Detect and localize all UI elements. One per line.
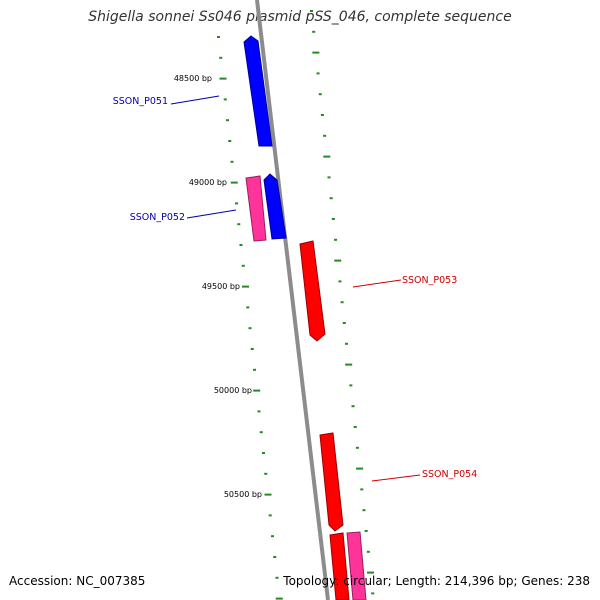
minor-tick-outer [310,10,313,12]
minor-tick-inner [237,223,241,226]
minor-tick-outer [353,426,357,428]
minor-tick-inner [270,535,274,538]
minor-tick-inner [248,327,252,330]
minor-tick-outer [320,114,324,116]
minor-tick-inner [230,160,234,163]
minor-tick-outer [349,384,353,387]
minor-tick-outer [327,176,331,179]
minor-tick-outer [334,238,338,241]
major-tick-inner [230,181,238,184]
major-tick-inner [275,597,283,600]
scale-label-49000: 49000 bp [189,178,227,187]
major-tick-outer [345,363,353,366]
gene-sson-p052[interactable] [263,173,287,240]
minor-tick-outer [316,72,320,75]
minor-tick-inner [239,244,243,246]
minor-tick-inner [246,306,250,309]
minor-tick-outer [351,405,355,408]
major-tick-inner [219,77,227,80]
minor-tick-inner [241,264,245,267]
minor-tick-inner [223,98,227,101]
minor-tick-outer [312,30,316,33]
tick-marks [217,10,375,600]
minor-tick-outer [355,446,359,449]
map-title: Shigella sonnei Ss046 plasmid pSS_046, c… [88,9,512,25]
major-tick-inner [253,389,261,392]
gene-label-sson-p051[interactable]: SSON_P051 [113,96,168,107]
minor-tick-inner [225,119,229,122]
gene-label-sson-p054[interactable]: SSON_P054 [422,469,477,480]
scale-label-48500: 48500 bp [174,74,212,83]
minor-tick-outer [360,488,364,491]
minor-tick-outer [342,322,346,324]
minor-tick-outer [366,550,370,553]
accession-text: Accession: NC_007385 [9,574,146,588]
minor-tick-inner [217,36,220,38]
gene-sson-p053[interactable] [299,240,326,342]
major-tick-outer [312,51,320,54]
leader-line-sson-p054 [371,474,421,482]
minor-tick-outer [344,342,348,345]
gene-label-sson-p053[interactable]: SSON_P053 [402,275,457,286]
minor-tick-inner [219,56,223,59]
leader-line-sson-p053 [352,279,402,288]
minor-tick-outer [338,280,342,283]
major-tick-outer [334,259,342,262]
gene-label-sson-p052[interactable]: SSON_P052 [130,212,185,223]
minor-tick-outer [362,509,366,512]
minor-tick-inner [261,452,265,454]
minor-tick-inner [250,348,254,350]
minor-tick-inner [268,514,272,517]
summary-text: Topology: circular; Length: 214,396 bp; … [283,574,590,588]
gene-sson-p051[interactable] [243,35,273,147]
major-tick-inner [264,493,272,496]
scale-label-50000: 50000 bp [214,386,252,395]
minor-tick-inner [275,576,279,579]
minor-tick-inner [234,202,238,205]
minor-tick-outer [331,218,335,220]
major-tick-outer [323,155,331,158]
minor-tick-inner [273,556,277,558]
minor-tick-inner [264,472,268,475]
major-tick-outer [367,571,375,574]
minor-tick-inner [257,410,261,413]
sequence-backbone [255,0,330,600]
gene-unlabeled-pink-forward[interactable] [245,175,267,242]
major-tick-inner [241,285,249,288]
minor-tick-inner [259,431,263,434]
minor-tick-outer [340,301,344,304]
scale-label-50500: 50500 bp [224,490,262,499]
minor-tick-inner [252,368,256,371]
minor-tick-outer [329,197,333,200]
minor-tick-outer [371,592,375,595]
gene-unlabeled-red-reverse[interactable] [329,532,350,600]
leader-line-sson-p051 [170,95,220,105]
leader-line-sson-p052 [186,209,237,219]
scale-label-49500: 49500 bp [202,282,240,291]
minor-tick-outer [318,93,322,96]
minor-tick-outer [323,134,327,137]
gene-unlabeled-pink-reverse[interactable] [346,531,367,600]
major-tick-outer [356,467,364,470]
minor-tick-inner [228,140,232,142]
gene-sson-p054[interactable] [319,432,344,532]
minor-tick-outer [364,530,368,532]
